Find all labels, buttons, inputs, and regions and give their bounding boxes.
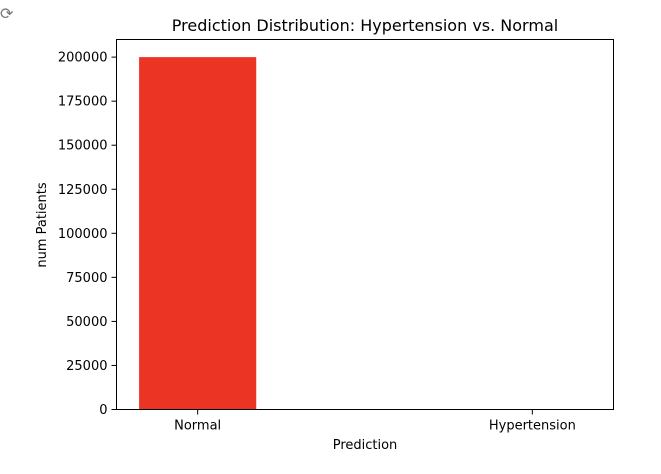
y-axis-label: num Patients: [35, 182, 50, 268]
x-tick-label-normal: Normal: [174, 419, 221, 434]
refresh-icon: ⟳: [0, 4, 14, 23]
y-tick-label: 75000: [66, 271, 107, 286]
chart-title: Prediction Distribution: Hypertension vs…: [172, 16, 558, 35]
bar-normal: [139, 57, 257, 410]
y-axis: 0 25000 50000 75000 100000 125000 150000 175000…: [58, 51, 117, 418]
bars-group: [139, 57, 257, 410]
y-tick-label: 175000: [58, 95, 108, 110]
y-tick-label: 0: [99, 403, 107, 418]
x-axis-label: Prediction: [333, 438, 398, 453]
y-tick-label: 200000: [58, 51, 108, 66]
x-axis: Normal Hypertension: [174, 409, 576, 434]
y-tick-label: 100000: [58, 227, 108, 242]
x-tick-label-hypertension: Hypertension: [489, 419, 576, 434]
y-tick-label: 150000: [58, 139, 108, 154]
y-tick-label: 50000: [66, 315, 107, 330]
y-tick-label: 125000: [58, 183, 108, 198]
plot-frame: [116, 39, 614, 410]
y-tick-label: 25000: [66, 359, 107, 374]
